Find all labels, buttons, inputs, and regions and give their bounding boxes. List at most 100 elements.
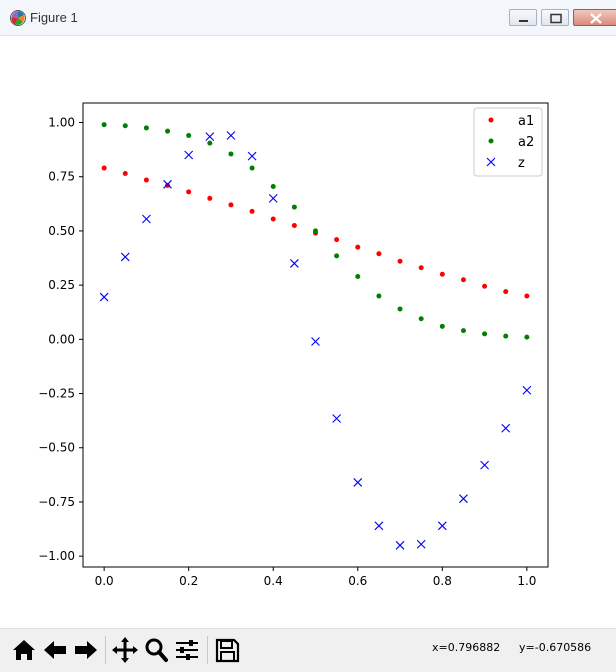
home-button[interactable] [10,634,38,666]
data-point-z [247,151,257,161]
data-point-a2 [439,323,445,329]
data-point-z [226,131,236,140]
configure-subplots-icon [176,640,198,660]
configure-subplots-button[interactable] [173,634,201,666]
legend-marker-z [486,157,496,167]
back-button[interactable] [41,634,69,666]
data-point-z [142,214,151,224]
data-point-a2 [460,328,466,334]
zoom-button[interactable] [142,634,170,666]
y-tick-label: −1.00 [38,549,75,563]
data-point-z [501,423,511,433]
data-point-z [480,460,489,470]
toolbar-separator [105,636,106,664]
home-icon [13,640,35,660]
data-point-z [416,539,426,549]
data-point-z [205,132,215,141]
legend-label-a1: a1 [518,114,534,129]
minimize-icon [519,20,528,22]
data-point-a2 [376,293,382,299]
data-point-a2 [249,165,255,171]
data-point-a2 [143,125,149,131]
data-point-z [459,494,468,504]
navigation-toolbar: x=0.796882 y=-0.670586 [0,628,616,672]
data-point-a1 [249,208,255,214]
data-point-a1 [228,202,234,208]
data-point-a1 [397,258,403,264]
title-bar: Figure 1 [0,0,616,36]
save-button[interactable] [213,634,241,666]
data-point-z [120,252,130,262]
forward-button[interactable] [72,634,100,666]
data-point-a1 [334,237,340,243]
data-point-a2 [291,204,297,210]
data-point-z [311,337,320,346]
maximize-button[interactable] [541,9,569,26]
minimize-button[interactable] [509,9,537,26]
x-tick-label: 0.0 [95,574,114,588]
legend-label-a2: a2 [518,135,534,150]
data-point-z [184,150,194,160]
x-coordinate-readout: x=0.796882 [432,641,501,654]
data-point-z [522,385,532,395]
legend-box [473,107,543,177]
data-point-a1 [186,189,192,195]
close-button[interactable] [573,9,616,26]
data-point-z [268,194,278,203]
maximize-icon [550,13,562,24]
matplotlib-icon [10,10,26,26]
save-icon [215,638,240,663]
data-point-a2 [270,183,276,189]
y-tick-label: 0.75 [48,170,75,184]
data-point-a1 [482,283,488,289]
data-point-a2 [503,333,509,339]
x-tick-label: 0.6 [348,574,367,588]
data-point-a1 [503,289,509,295]
y-tick-label: −0.75 [38,495,75,509]
data-point-a2 [313,228,318,234]
data-point-a2 [524,334,530,340]
data-point-a1 [418,265,424,271]
data-point-a1 [524,293,530,299]
data-point-z [289,259,299,268]
y-tick-label: 1.00 [48,116,75,130]
x-tick-label: 0.8 [433,574,452,588]
window-title: Figure 1 [30,10,78,25]
y-tick-label: −0.50 [38,441,75,455]
scatter-chart: 0.0 0.2 0.4 0.6 0.8 1.0 1.00 0.75 0.50 0.25 0.00 −0… [38,102,549,588]
forward-icon [75,641,97,659]
data-point-a2 [334,253,340,259]
data-point-a1 [439,271,445,277]
pan-icon [112,637,138,663]
data-point-z [163,179,172,189]
zoom-icon [145,638,168,662]
plot-area [82,102,549,568]
data-point-z [353,478,363,487]
toolbar-separator [207,636,208,664]
data-point-a2 [101,122,107,128]
data-point-a2 [207,140,213,146]
legend-label-z: z [518,156,525,171]
legend-marker-a2 [488,138,494,144]
data-point-a1 [122,170,128,176]
y-tick-label: 0.50 [48,224,75,238]
data-point-a1 [143,177,149,183]
data-point-z [437,521,447,531]
data-point-a1 [165,182,171,188]
data-point-a1 [355,244,361,250]
pan-button[interactable] [111,634,139,666]
y-tick-label: 0.00 [48,332,75,346]
data-point-a2 [418,316,424,322]
data-point-a1 [270,216,276,222]
back-icon [44,641,66,659]
data-point-a2 [122,123,128,129]
data-point-z [374,521,384,531]
figure-canvas[interactable]: 0.0 0.2 0.4 0.6 0.8 1.0 1.00 0.75 0.50 0.25 0.00 −0… [9,36,607,628]
data-point-z [99,292,109,302]
y-tick-label: −0.25 [38,387,75,401]
data-point-a2 [165,128,171,134]
data-point-a2 [186,133,192,139]
data-point-a1 [101,165,107,171]
x-tick-label: 0.4 [264,574,283,588]
data-point-a2 [397,306,403,312]
